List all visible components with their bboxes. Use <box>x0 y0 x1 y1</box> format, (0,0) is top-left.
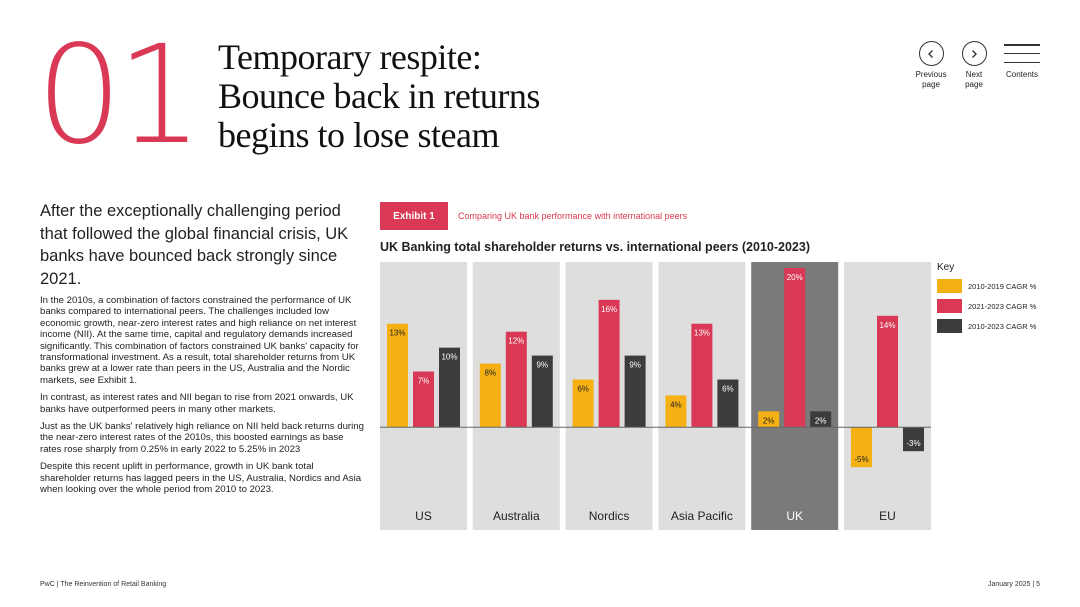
chart-title: UK Banking total shareholder returns vs.… <box>380 240 810 254</box>
category-label: Nordics <box>589 509 630 523</box>
bar <box>531 355 553 428</box>
menu-icon[interactable] <box>1004 41 1040 66</box>
bar <box>851 427 872 468</box>
category-label: EU <box>879 509 896 523</box>
bar <box>624 355 646 428</box>
bar <box>387 323 408 428</box>
bar <box>903 427 924 452</box>
legend-swatch <box>937 319 962 333</box>
data-label: 4% <box>670 400 682 409</box>
previous-page-button[interactable]: Previous page <box>911 41 951 90</box>
page-title-line: Bounce back in returns <box>218 76 540 116</box>
bar <box>572 379 594 428</box>
bar <box>413 371 434 428</box>
data-label: 9% <box>629 361 641 370</box>
footer-right: January 2025 | 5 <box>987 581 1040 588</box>
chart-legend: Key 2010-2019 CAGR % 2021-2023 CAGR % 20… <box>937 262 1036 336</box>
body-paragraph: Despite this recent uplift in performanc… <box>40 461 362 496</box>
legend-label: 2010-2023 CAGR % <box>968 321 1037 331</box>
data-label: 14% <box>879 321 895 330</box>
bar <box>439 347 460 428</box>
category-label: Asia Pacific <box>671 509 733 523</box>
legend-swatch <box>937 279 962 293</box>
data-label: 16% <box>601 305 617 314</box>
bar <box>691 323 713 428</box>
data-label: -5% <box>854 455 868 464</box>
intro-text: After the exceptionally challenging peri… <box>40 202 349 288</box>
data-label: 2% <box>763 416 775 425</box>
bar <box>717 379 739 428</box>
category-label: Australia <box>493 509 540 523</box>
page-title-line: Temporary respite: <box>218 37 482 77</box>
footer-left: PwC | The Reinvention of Retail Banking <box>40 581 167 588</box>
bar-chart-svg: US 13% 7% 10% Australia 8% 12% 9% Nordics 6% 16% 9%… <box>380 262 931 530</box>
category-label: US <box>415 509 432 523</box>
bar <box>877 315 898 428</box>
bar <box>505 331 527 428</box>
page-title: Temporary respite: Bounce back in return… <box>218 38 638 155</box>
contents-label[interactable]: Contents <box>1005 70 1039 79</box>
bar <box>598 299 620 428</box>
body-paragraph: In the 2010s, a combination of factors c… <box>40 295 359 386</box>
legend-title: Key <box>937 262 955 273</box>
exhibit-caption: Comparing UK bank performance with inter… <box>458 211 688 221</box>
data-label: 8% <box>485 369 497 378</box>
chevron-left-icon[interactable] <box>918 41 944 66</box>
legend-label: 2021-2023 CAGR % <box>968 301 1037 311</box>
previous-page-label[interactable]: Previous page <box>915 70 947 89</box>
data-label: 7% <box>418 377 430 386</box>
bar <box>784 267 806 428</box>
data-label: 6% <box>577 385 589 394</box>
legend-item: 2010-2023 CAGR % <box>937 316 1036 336</box>
data-label: 20% <box>787 273 803 282</box>
body-paragraph: Just as the UK banks' relatively high re… <box>40 421 364 455</box>
legend-swatch <box>937 299 962 313</box>
bar-chart: US 13% 7% 10% Australia 8% 12% 9% Nordics 6% 16% 9%… <box>380 262 931 535</box>
body-text: In the 2010s, a combination of factors c… <box>40 295 365 502</box>
data-label: 6% <box>722 385 734 394</box>
section-number: 01 <box>36 17 203 175</box>
legend-item: 2010-2019 CAGR % <box>937 276 1036 296</box>
data-label: 12% <box>508 337 524 346</box>
data-label: 9% <box>537 361 549 370</box>
body-paragraph: In contrast, as interest rates and NII b… <box>40 392 354 415</box>
category-label: UK <box>786 509 803 523</box>
chevron-right-icon[interactable] <box>961 41 987 66</box>
next-page-label[interactable]: Next page <box>965 70 983 89</box>
legend-item: 2021-2023 CAGR % <box>937 296 1036 316</box>
data-label: 13% <box>694 329 710 338</box>
bar <box>758 411 780 428</box>
bar <box>665 395 687 428</box>
bar <box>810 411 832 428</box>
legend-label: 2010-2019 CAGR % <box>968 281 1037 291</box>
data-label: 13% <box>389 329 405 338</box>
data-label: -3% <box>906 439 920 448</box>
data-label: 2% <box>815 416 827 425</box>
contents-button[interactable]: Contents <box>1002 41 1042 80</box>
next-page-button[interactable]: Next page <box>954 41 994 90</box>
exhibit-badge: Exhibit 1 <box>380 202 448 230</box>
data-label: 10% <box>441 353 457 362</box>
bar <box>479 363 501 428</box>
page-title-line: begins to lose steam <box>218 115 499 155</box>
